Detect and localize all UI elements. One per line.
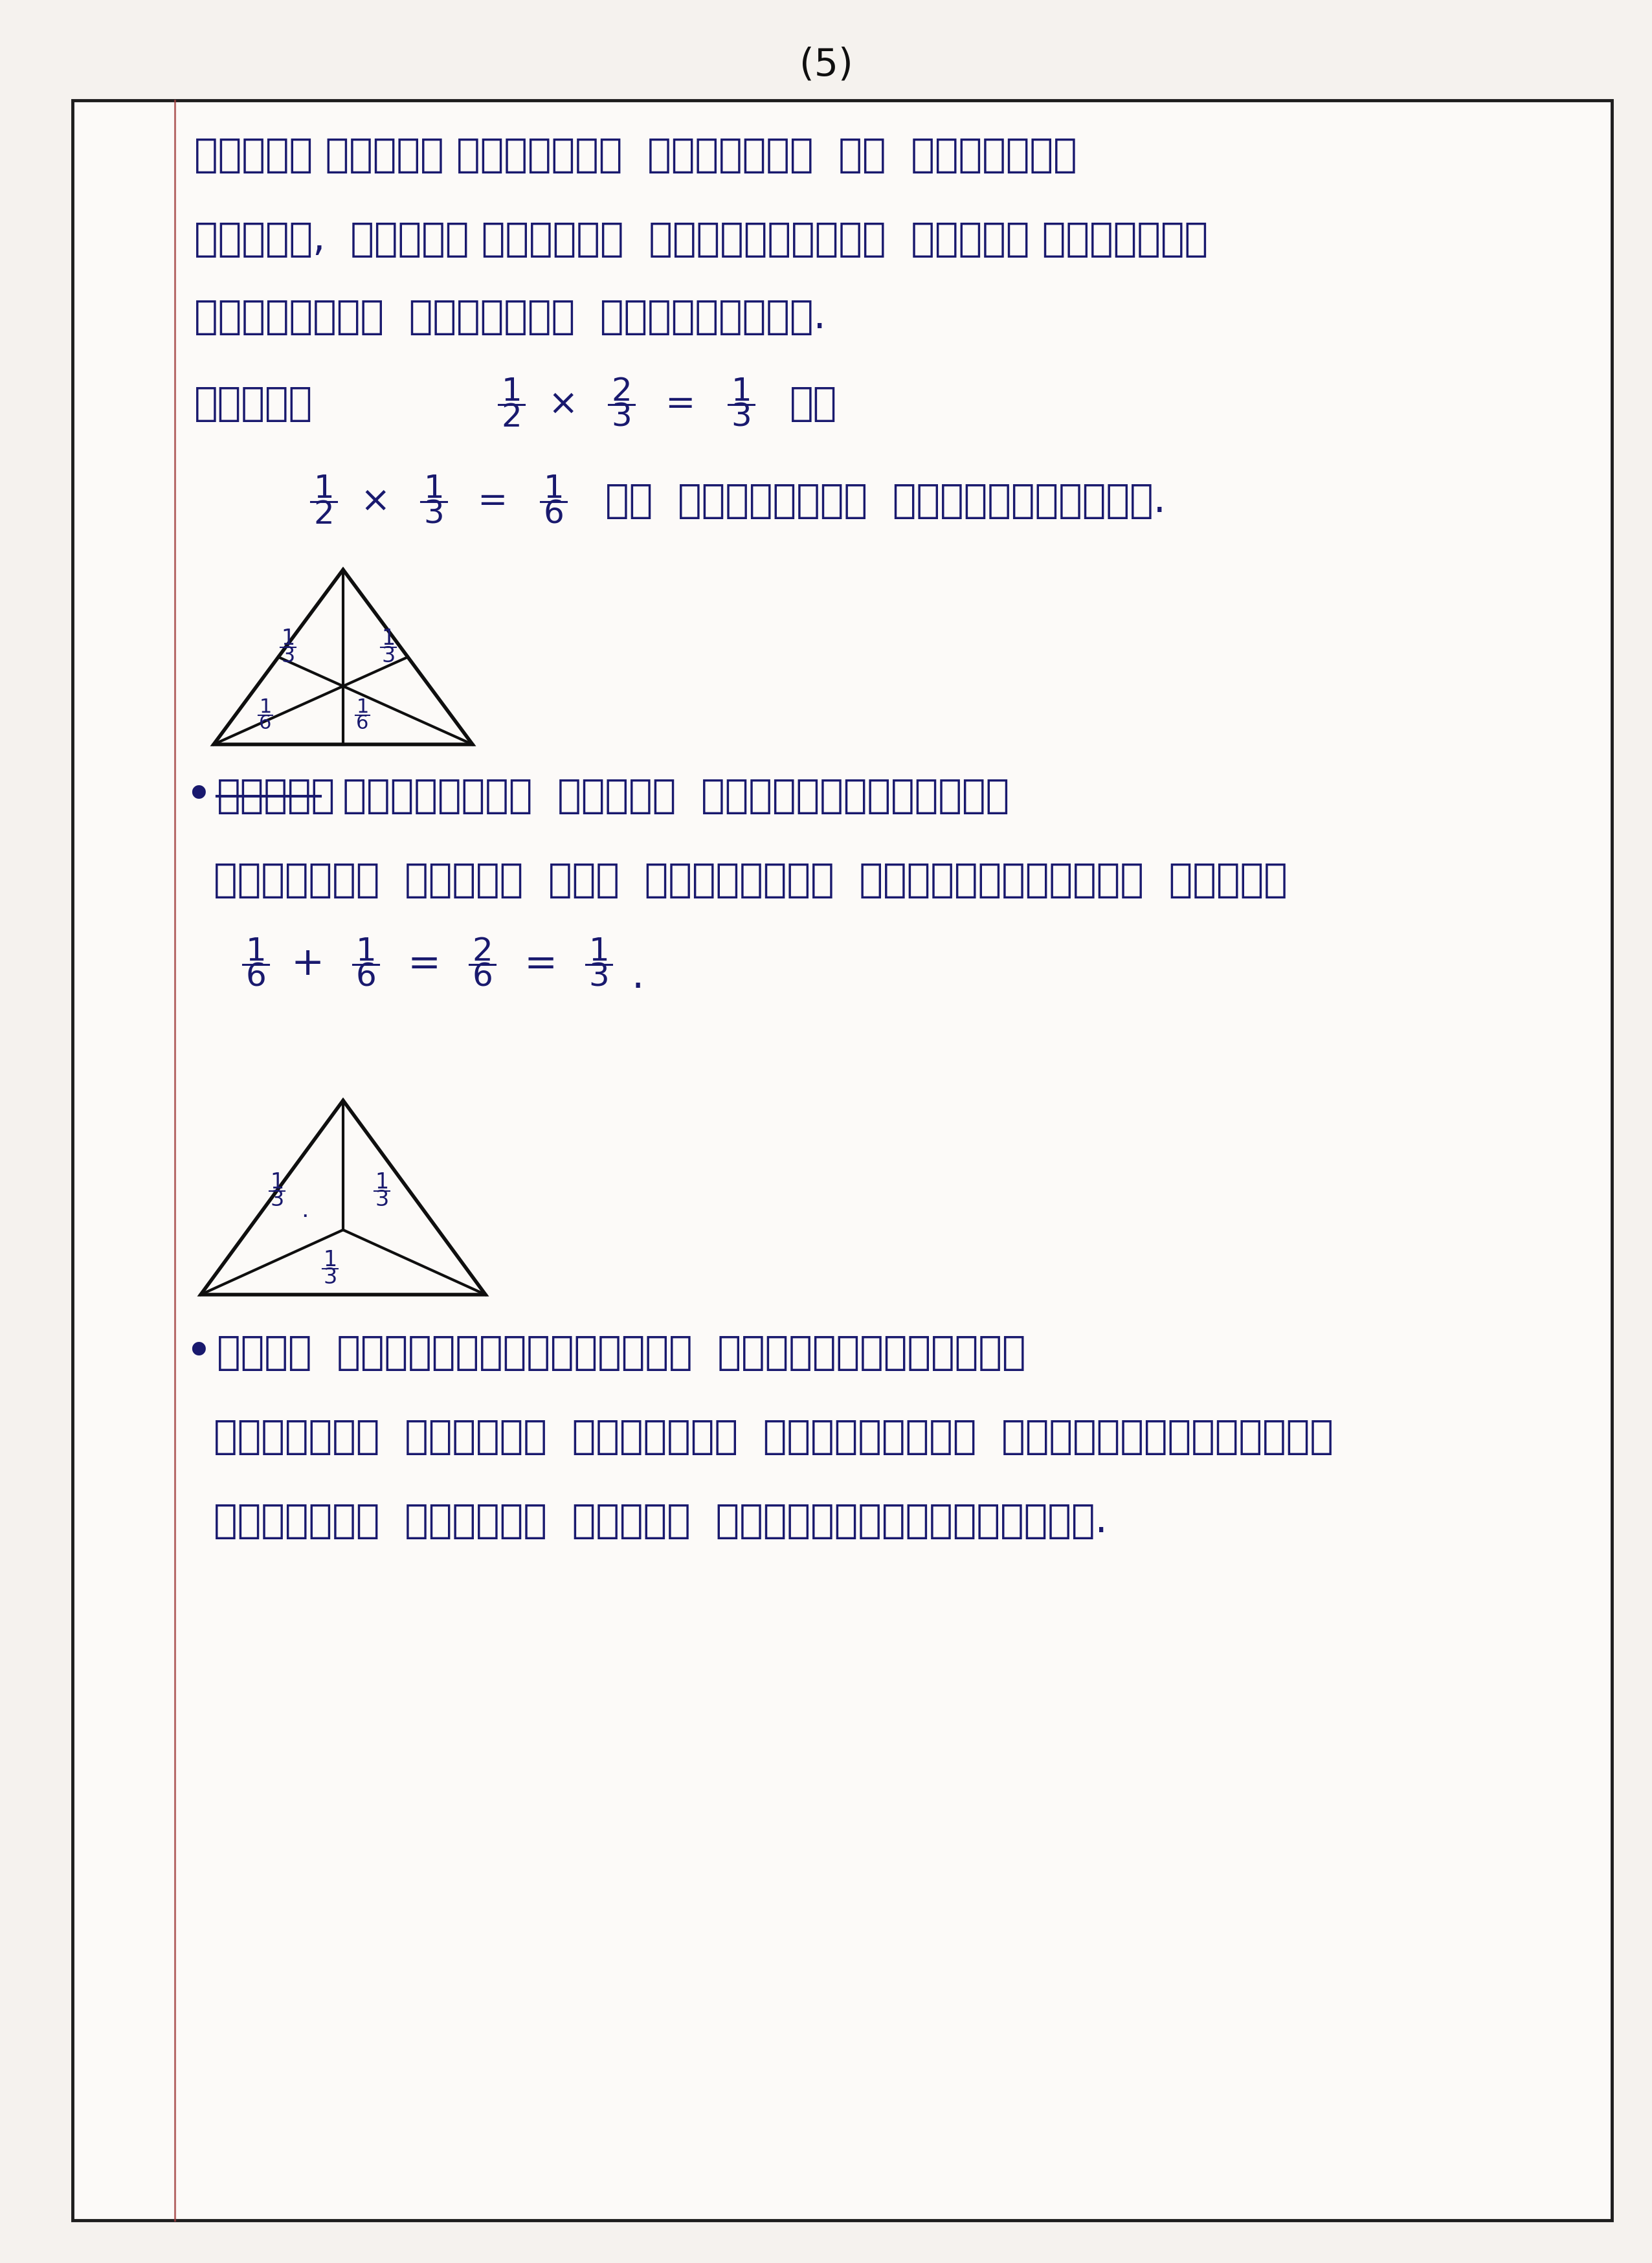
Text: ഇല്ലാ: ഇല്ലാ [216, 776, 335, 815]
Text: അതായൾ: അതായൾ [195, 385, 312, 423]
Text: 6: 6 [259, 713, 271, 733]
Text: .: . [301, 1199, 309, 1222]
Text: 1: 1 [355, 937, 377, 966]
Text: 1: 1 [281, 629, 296, 649]
Text: 3: 3 [271, 1188, 284, 1211]
Text: ×: × [548, 387, 578, 421]
Text: 2: 2 [611, 376, 631, 407]
Text: ഒടുവിലെ  വർഗ്ഗം  എന്ന്‌  മനസ്സിലാക്കുന്നോ.: ഒടുവിലെ വർഗ്ഗം എന്ന്‌ മനസ്സിലാക്കുന്നോ. [213, 1503, 1107, 1541]
Text: =: = [524, 946, 557, 984]
Text: 3: 3 [730, 403, 752, 432]
Text: വലിയ  ത്രികോണത്തിന്റെ  വർഗ്ഗത്തിന്റെ: വലിയ ത്രികോണത്തിന്റെ വർഗ്ഗത്തിന്റെ [216, 1333, 1026, 1371]
Text: 1: 1 [501, 376, 522, 407]
Text: ഒന്ന്‌ രണ്ടു ഭുജങ്ങൾ  ചേർത്ത്  വഴ  ത്രികോണ: ഒന്ന്‌ രണ്ടു ഭുജങ്ങൾ ചേർത്ത് വഴ ത്രികോണ [195, 136, 1077, 174]
Text: 1: 1 [375, 1172, 388, 1193]
Text: 6: 6 [472, 962, 492, 993]
Text: •: • [185, 774, 211, 819]
Text: ആൻ  ഇന്ദ്രലൈ  ഭാഗിക്കുന്ന.: ആൻ ഇന്ദ്രലൈ ഭാഗിക്കുന്ന. [605, 482, 1166, 520]
Text: ഇന്ദ്രലൈ  വീണ്ടും  ഭാഗിക്കണം.: ഇന്ദ്രലൈ വീണ്ടും ഭാഗിക്കണം. [195, 299, 826, 337]
Text: =: = [477, 484, 507, 518]
Text: 1: 1 [314, 473, 334, 505]
Text: 3: 3 [375, 1188, 388, 1211]
Text: ആൻ: ആൻ [790, 385, 838, 423]
Text: 6: 6 [544, 498, 563, 530]
Text: 1: 1 [357, 697, 368, 717]
Text: 1: 1 [588, 937, 610, 966]
Text: 1: 1 [382, 629, 395, 649]
Text: 3: 3 [588, 962, 610, 993]
Text: 1: 1 [423, 473, 444, 505]
Text: =: = [408, 946, 441, 984]
Text: 1: 1 [730, 376, 752, 407]
Text: 2: 2 [472, 937, 492, 966]
Text: 1: 1 [544, 473, 563, 505]
Text: 6: 6 [357, 713, 368, 733]
Text: 6: 6 [355, 962, 377, 993]
Text: 3: 3 [324, 1267, 337, 1288]
Text: 3: 3 [281, 645, 296, 668]
Text: 3: 3 [611, 403, 631, 432]
Text: 1: 1 [259, 697, 271, 717]
Text: •: • [185, 1331, 211, 1376]
Text: 6: 6 [246, 962, 266, 993]
Text: 1: 1 [246, 937, 266, 966]
Text: രണ്ടു,  മൂനിൽ ഒന്നാം  വർഗ്ഗമുള്ള  രണ്ടു ത്രികോൺ: രണ്ടു, മൂനിൽ ഒന്നാം വർഗ്ഗമുള്ള രണ്ടു ത്ര… [195, 220, 1208, 258]
Text: 2: 2 [501, 403, 522, 432]
Text: 1: 1 [324, 1249, 337, 1272]
Text: +: + [291, 946, 324, 984]
Text: മൂന്നിൽ  ഒന്നാൺ  നടുവിലെ  കൂടുതിയാൽ  ത്രികോണങ്ങളുടെ: മൂന്നിൽ ഒന്നാൺ നടുവിലെ കൂടുതിയാൽ ത്രികോണ… [213, 1419, 1333, 1455]
Text: (5): (5) [800, 45, 852, 84]
Text: 3: 3 [423, 498, 444, 530]
Text: 3: 3 [382, 645, 395, 668]
Text: =: = [664, 387, 695, 421]
Text: ×: × [360, 484, 390, 518]
Text: 2: 2 [314, 498, 334, 530]
Text: ചേർത്ത്  വച്ച്  ഒരു  ത്രികോണം  ഉണ്ടാക്കിയാൽ  വർഗ്ഗ: ചേർത്ത് വച്ച് ഒരു ത്രികോണം ഉണ്ടാക്കിയാൽ … [213, 862, 1287, 898]
Text: 1: 1 [271, 1172, 284, 1193]
Text: തുല്യമായ  രണ്ടു  ത്രികോണങ്ങളും: തുല്യമായ രണ്ടു ത്രികോണങ്ങളും [330, 776, 1009, 815]
Text: .: . [631, 957, 644, 996]
